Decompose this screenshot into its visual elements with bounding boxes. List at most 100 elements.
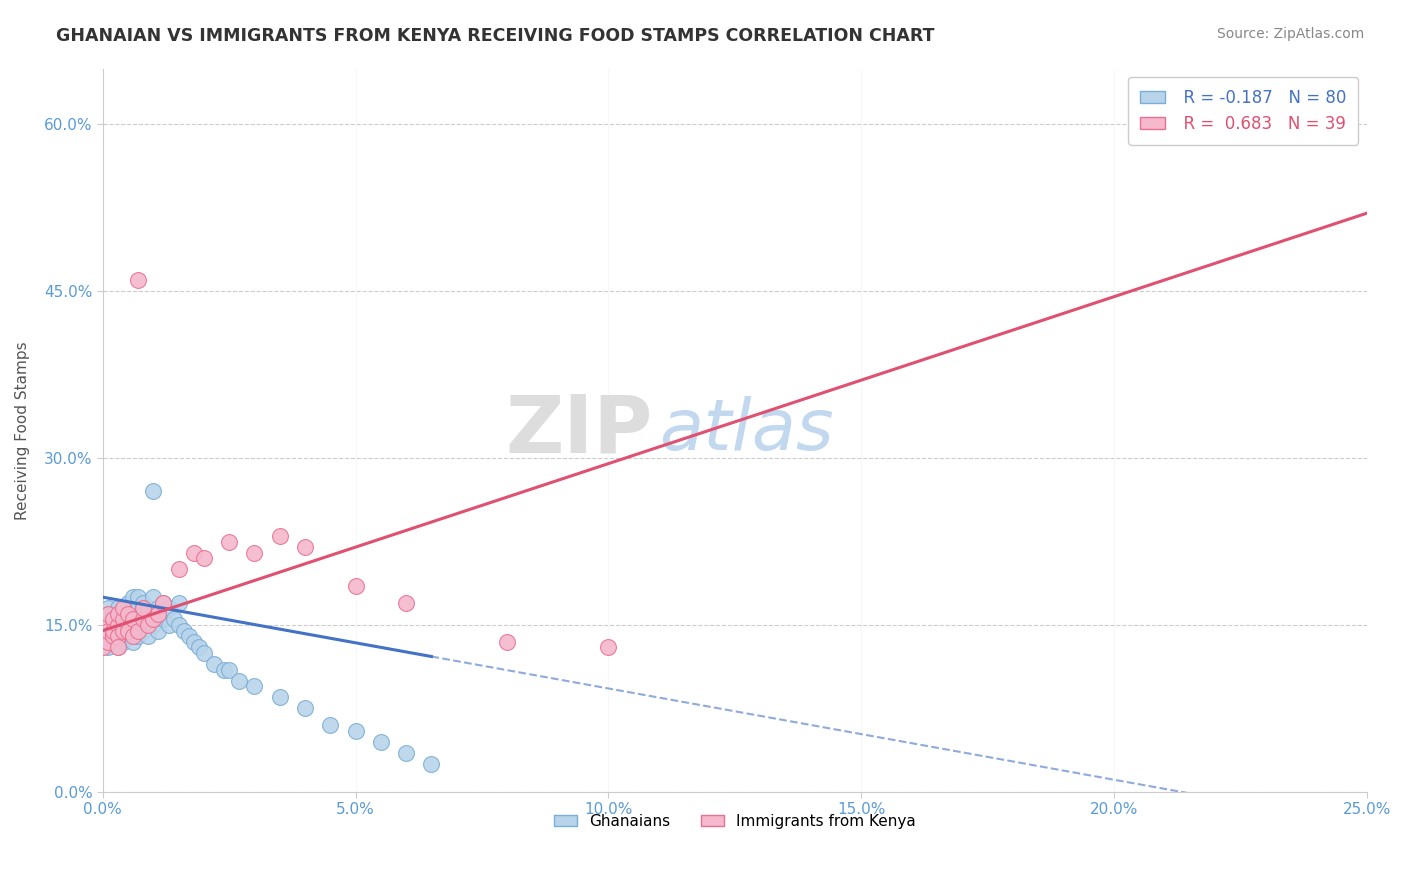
- Point: [167, 562, 190, 576]
- Point: [122, 634, 145, 648]
- Point: [97, 624, 120, 638]
- Point: [173, 624, 195, 638]
- Point: [132, 612, 155, 626]
- Point: [117, 612, 139, 626]
- Point: [112, 607, 135, 621]
- Point: [117, 624, 139, 638]
- Point: [101, 629, 124, 643]
- Point: [127, 624, 149, 638]
- Point: [107, 612, 129, 626]
- Point: [107, 618, 129, 632]
- Point: [101, 624, 124, 638]
- Point: [127, 590, 149, 604]
- Point: [112, 624, 135, 638]
- Point: [193, 646, 215, 660]
- Point: [117, 629, 139, 643]
- Text: GHANAIAN VS IMMIGRANTS FROM KENYA RECEIVING FOOD STAMPS CORRELATION CHART: GHANAIAN VS IMMIGRANTS FROM KENYA RECEIV…: [56, 27, 935, 45]
- Point: [395, 596, 418, 610]
- Legend: Ghanaians, Immigrants from Kenya: Ghanaians, Immigrants from Kenya: [548, 808, 922, 835]
- Point: [152, 612, 174, 626]
- Point: [269, 529, 291, 543]
- Point: [218, 663, 240, 677]
- Point: [370, 735, 392, 749]
- Point: [122, 590, 145, 604]
- Point: [117, 618, 139, 632]
- Point: [148, 601, 170, 615]
- Text: atlas: atlas: [659, 396, 834, 465]
- Point: [97, 607, 120, 621]
- Point: [142, 590, 165, 604]
- Point: [243, 679, 266, 693]
- Point: [243, 546, 266, 560]
- Point: [136, 601, 159, 615]
- Point: [148, 624, 170, 638]
- Point: [117, 596, 139, 610]
- Point: [101, 612, 124, 626]
- Point: [107, 640, 129, 655]
- Point: [269, 690, 291, 705]
- Point: [112, 634, 135, 648]
- Point: [97, 607, 120, 621]
- Point: [132, 607, 155, 621]
- Text: ZIP: ZIP: [505, 392, 652, 469]
- Point: [127, 629, 149, 643]
- Point: [136, 629, 159, 643]
- Point: [142, 612, 165, 626]
- Point: [142, 618, 165, 632]
- Point: [122, 612, 145, 626]
- Point: [136, 618, 159, 632]
- Point: [167, 596, 190, 610]
- Point: [101, 634, 124, 648]
- Point: [496, 634, 519, 648]
- Point: [212, 663, 235, 677]
- Point: [117, 624, 139, 638]
- Point: [91, 640, 114, 655]
- Point: [122, 629, 145, 643]
- Point: [122, 607, 145, 621]
- Point: [132, 601, 155, 615]
- Point: [152, 596, 174, 610]
- Point: [97, 612, 120, 626]
- Point: [162, 612, 184, 626]
- Point: [142, 484, 165, 499]
- Point: [107, 607, 129, 621]
- Point: [167, 618, 190, 632]
- Point: [97, 601, 120, 615]
- Y-axis label: Receiving Food Stamps: Receiving Food Stamps: [15, 341, 30, 519]
- Point: [112, 624, 135, 638]
- Point: [122, 601, 145, 615]
- Point: [122, 612, 145, 626]
- Point: [157, 601, 180, 615]
- Point: [132, 612, 155, 626]
- Point: [344, 723, 367, 738]
- Point: [122, 624, 145, 638]
- Point: [142, 607, 165, 621]
- Point: [202, 657, 225, 671]
- Point: [344, 579, 367, 593]
- Point: [127, 273, 149, 287]
- Point: [177, 629, 200, 643]
- Point: [127, 618, 149, 632]
- Point: [117, 607, 139, 621]
- Point: [117, 607, 139, 621]
- Point: [395, 746, 418, 760]
- Point: [193, 551, 215, 566]
- Point: [183, 634, 205, 648]
- Point: [136, 612, 159, 626]
- Point: [101, 624, 124, 638]
- Point: [319, 718, 342, 732]
- Point: [91, 612, 114, 626]
- Point: [101, 612, 124, 626]
- Point: [294, 701, 316, 715]
- Point: [107, 640, 129, 655]
- Point: [127, 601, 149, 615]
- Point: [107, 624, 129, 638]
- Point: [112, 629, 135, 643]
- Point: [101, 618, 124, 632]
- Point: [598, 640, 620, 655]
- Point: [101, 607, 124, 621]
- Point: [148, 607, 170, 621]
- Point: [294, 540, 316, 554]
- Point: [127, 612, 149, 626]
- Point: [152, 596, 174, 610]
